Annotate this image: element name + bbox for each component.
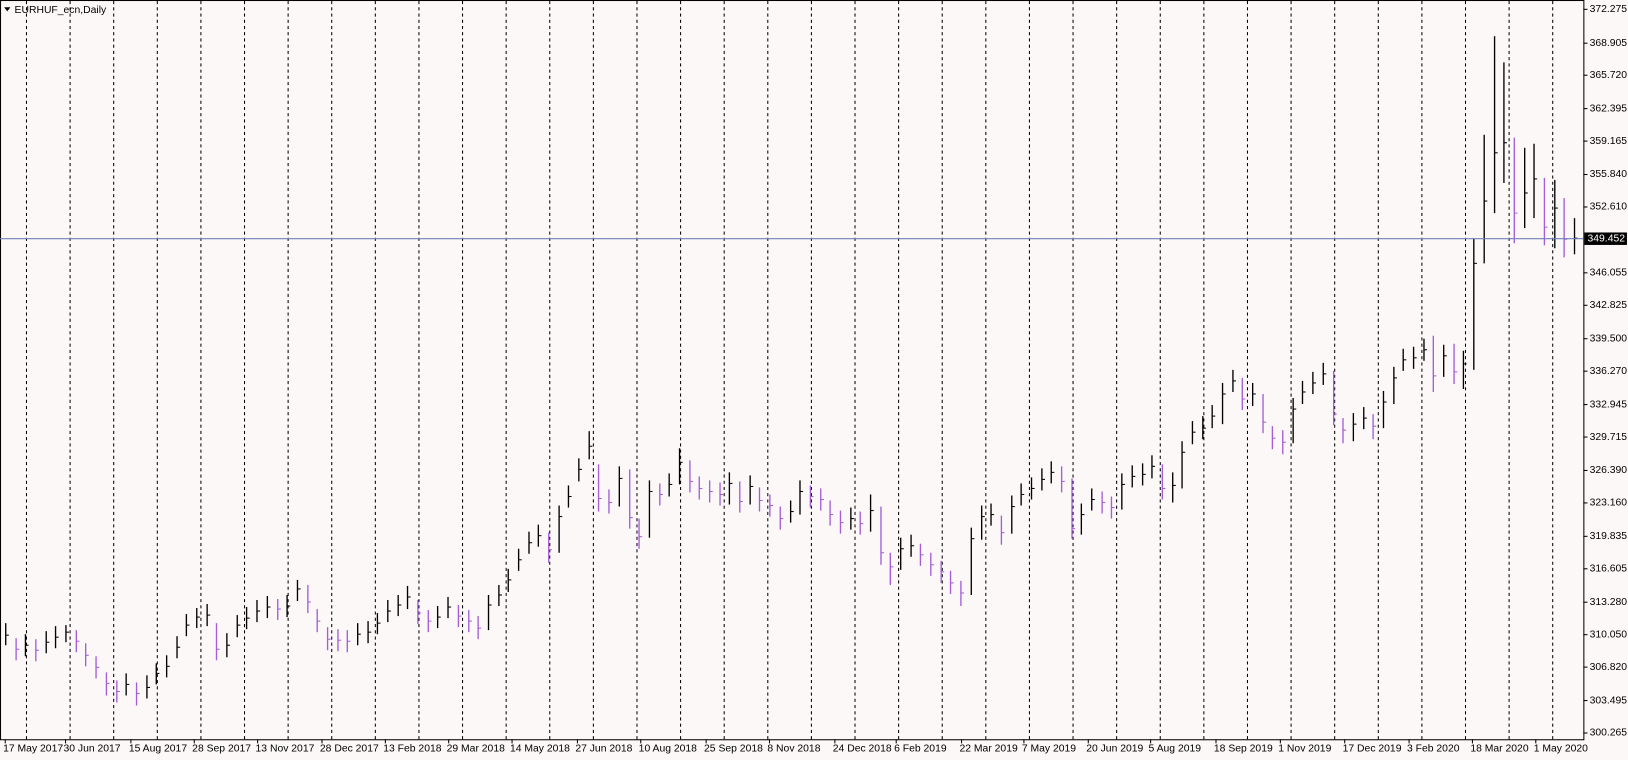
y-tick-label: 342.825 — [1590, 300, 1628, 311]
title-arrow — [4, 7, 11, 12]
y-tick-label: 362.395 — [1590, 103, 1628, 114]
x-tick-label: 18 Mar 2020 — [1470, 743, 1528, 754]
x-tick-label: 13 Feb 2018 — [383, 743, 441, 754]
x-tick-label: 3 Feb 2020 — [1407, 743, 1460, 754]
y-tick-label: 346.055 — [1590, 268, 1628, 279]
y-tick-label: 326.390 — [1590, 465, 1628, 476]
x-tick-label: 15 Aug 2017 — [129, 743, 188, 754]
x-tick-label: 29 Mar 2018 — [447, 743, 505, 754]
x-tick-label: 1 Nov 2019 — [1278, 743, 1331, 754]
x-tick-label: 30 Jun 2017 — [63, 743, 120, 754]
x-tick-label: 7 May 2019 — [1022, 743, 1076, 754]
x-tick-label: 10 Aug 2018 — [639, 743, 698, 754]
x-tick-label: 13 Nov 2017 — [256, 743, 315, 754]
x-tick-label: 1 May 2020 — [1534, 743, 1588, 754]
x-tick-label: 27 Jun 2018 — [575, 743, 632, 754]
y-tick-label: 323.160 — [1590, 498, 1628, 509]
x-tick-label: 6 Feb 2019 — [894, 743, 947, 754]
x-tick-label: 22 Mar 2019 — [959, 743, 1017, 754]
y-tick-label: 359.165 — [1590, 136, 1628, 147]
y-tick-label: 300.265 — [1590, 728, 1628, 739]
price-label-box — [1584, 232, 1627, 245]
y-tick-label: 365.720 — [1590, 70, 1628, 81]
x-tick-label: 25 Sep 2018 — [704, 743, 763, 754]
y-tick-label: 332.945 — [1590, 399, 1628, 410]
y-tick-label: 319.835 — [1590, 531, 1628, 542]
x-tick-label: 17 Dec 2019 — [1343, 743, 1402, 754]
x-tick-label: 17 May 2017 — [3, 743, 63, 754]
y-tick-label: 303.495 — [1590, 695, 1628, 706]
y-tick-label: 310.050 — [1590, 629, 1628, 640]
y-tick-label: 336.270 — [1590, 366, 1628, 377]
y-tick-label: 313.280 — [1590, 597, 1628, 608]
y-tick-label: 352.610 — [1590, 202, 1628, 213]
x-tick-label: 20 Jun 2019 — [1086, 743, 1143, 754]
x-tick-label: 28 Dec 2017 — [320, 743, 379, 754]
y-tick-label: 355.840 — [1590, 169, 1628, 180]
x-tick-label: 5 Aug 2019 — [1149, 743, 1202, 754]
x-tick-label: 18 Sep 2019 — [1214, 743, 1273, 754]
y-tick-label: 329.715 — [1590, 432, 1628, 443]
chart-title: EURHUF_ecn,Daily — [15, 5, 107, 16]
price-label: 349.452 — [1587, 233, 1625, 244]
x-tick-label: 24 Dec 2018 — [833, 743, 892, 754]
x-tick-label: 14 May 2018 — [510, 743, 570, 754]
x-tick-label: 8 Nov 2018 — [767, 743, 820, 754]
y-tick-label: 316.605 — [1590, 564, 1628, 575]
y-tick-label: 368.905 — [1590, 38, 1628, 49]
y-tick-label: 339.500 — [1590, 333, 1628, 344]
x-tick-label: 28 Sep 2017 — [192, 743, 251, 754]
y-tick-label: 372.275 — [1590, 4, 1628, 15]
plot-frame — [0, 0, 1585, 741]
y-tick-label: 306.820 — [1590, 662, 1628, 673]
